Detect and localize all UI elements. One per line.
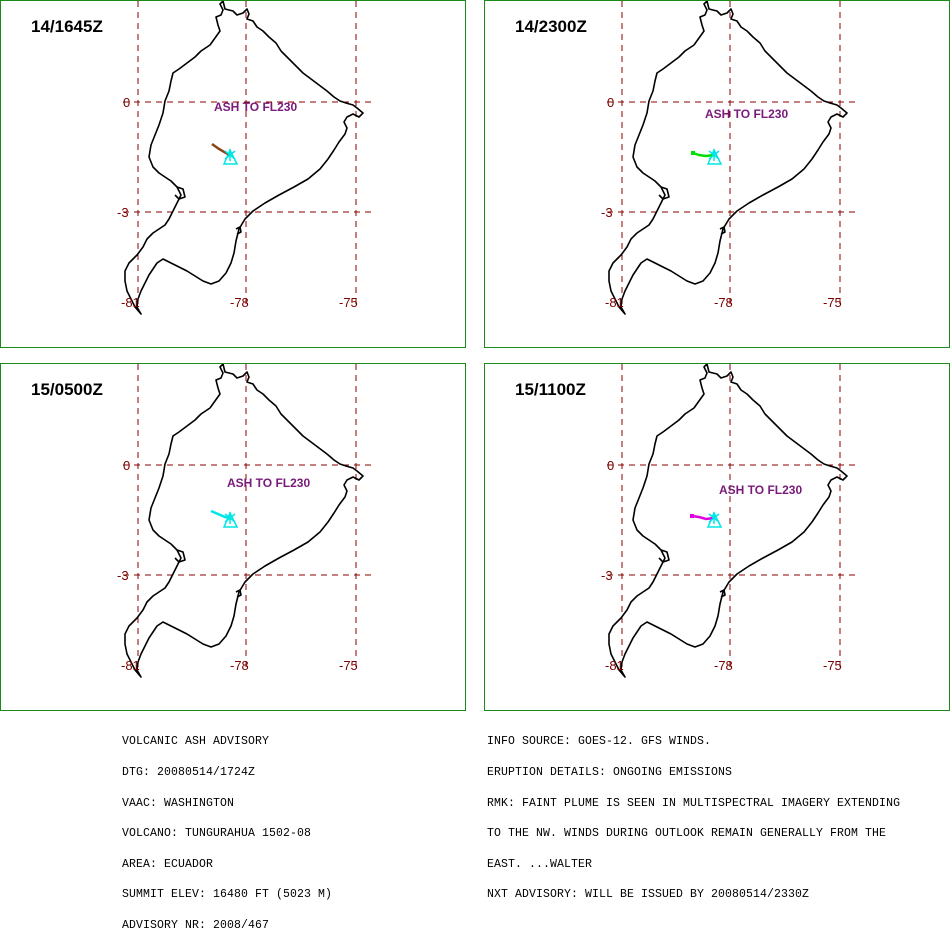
latitude-label: -3 (117, 568, 129, 583)
advisory-line: RMK: FAINT PLUME IS SEEN IN MULTISPECTRA… (487, 796, 901, 810)
longitude-label: -81 (605, 295, 624, 310)
panel-time-label: 14/2300Z (515, 17, 587, 36)
longitude-label: -81 (605, 658, 624, 673)
ecuador-outline (124, 364, 364, 678)
longitude-label: -75 (823, 658, 842, 673)
coast-detail (235, 589, 242, 598)
forecast-panel-2: 0 -3 -81 -78 -75 ASH TO FL230 14/2300Z (484, 0, 950, 348)
ash-level-label: ASH TO FL230 (719, 483, 802, 497)
longitude-label: -78 (230, 658, 249, 673)
latitude-label: 0 (607, 458, 614, 473)
forecast-panel-4: 0 -3 -81 -78 -75 ASH TO FL230 15/1100Z (484, 363, 950, 711)
volcano-star-icon (708, 149, 720, 161)
coast-detail (658, 186, 670, 200)
volcano-star-icon (224, 149, 236, 161)
volcano-star-icon (708, 512, 720, 524)
ash-plume (210, 509, 231, 520)
longitude-label: -78 (230, 295, 249, 310)
longitude-label: -75 (339, 295, 358, 310)
forecast-panel-1: 0 -3 -81 -78 -75 ASH TO FL230 14/1645Z (0, 0, 466, 348)
advisory-line: INFO SOURCE: GOES-12. GFS WINDS. (487, 735, 712, 749)
advisory-line: EAST. ...WALTER (487, 857, 593, 871)
panel-time-label: 14/1645Z (31, 17, 103, 36)
longitude-label: -78 (714, 295, 733, 310)
advisory-header-block: VOLCANIC ASH ADVISORY DTG: 20080514/1724… (122, 717, 332, 941)
longitude-label: -75 (823, 295, 842, 310)
advisory-line: VOLCANO: TUNGURAHUA 1502-08 (122, 827, 312, 841)
advisory-line: ERUPTION DETAILS: ONGOING EMISSIONS (487, 766, 733, 779)
advisory-remarks-block: INFO SOURCE: GOES-12. GFS WINDS. ERUPTIO… (487, 717, 900, 911)
ash-level-label: ASH TO FL230 (214, 100, 297, 114)
coast-detail (174, 186, 186, 200)
advisory-line: TO THE NW. WINDS DURING OUTLOOK REMAIN G… (487, 827, 887, 841)
longitude-label: -81 (121, 295, 140, 310)
advisory-line: VAAC: WASHINGTON (122, 796, 235, 810)
coast-detail (235, 226, 242, 235)
latitude-label: 0 (123, 458, 130, 473)
latitude-label: -3 (117, 205, 129, 220)
map-canvas: 0 -3 -81 -78 -75 ASH TO FL230 (117, 1, 371, 315)
ash-plume (691, 151, 715, 158)
ecuador-outline (124, 1, 364, 315)
panel-time-label: 15/1100Z (515, 380, 586, 399)
coast-detail (719, 589, 726, 598)
ecuador-outline (608, 1, 848, 315)
coast-detail (174, 549, 186, 563)
advisory-line: VOLCANIC ASH ADVISORY (122, 735, 270, 749)
forecast-panel-3: 0 -3 -81 -78 -75 ASH TO FL230 15/0500Z (0, 363, 466, 711)
ecuador-outline (608, 364, 848, 678)
panel-time-label: 15/0500Z (31, 380, 103, 399)
advisory-line: ADVISORY NR: 2008/467 (122, 918, 270, 932)
coast-detail (658, 549, 670, 563)
volcano-star-icon (224, 512, 236, 524)
latitude-label: 0 (607, 95, 614, 110)
map-canvas: 0 -3 -81 -78 -75 ASH TO FL230 (601, 364, 855, 678)
advisory-line: DTG: 20080514/1724Z (122, 766, 256, 779)
coast-detail (719, 226, 726, 235)
longitude-label: -75 (339, 658, 358, 673)
latitude-label: -3 (601, 205, 613, 220)
map-canvas: 0 -3 -81 -78 -75 ASH TO FL230 (601, 1, 855, 315)
advisory-line: AREA: ECUADOR (122, 857, 214, 871)
ash-level-label: ASH TO FL230 (705, 107, 788, 121)
ash-plume (690, 514, 715, 521)
longitude-label: -81 (121, 658, 140, 673)
latitude-label: 0 (123, 95, 130, 110)
map-canvas: 0 -3 -81 -78 -75 ASH TO FL230 (117, 364, 371, 678)
advisory-line: NXT ADVISORY: WILL BE ISSUED BY 20080514… (487, 888, 810, 902)
ash-level-label: ASH TO FL230 (227, 476, 310, 490)
advisory-line: SUMMIT ELEV: 16480 FT (5023 M) (122, 888, 333, 902)
latitude-label: -3 (601, 568, 613, 583)
longitude-label: -78 (714, 658, 733, 673)
